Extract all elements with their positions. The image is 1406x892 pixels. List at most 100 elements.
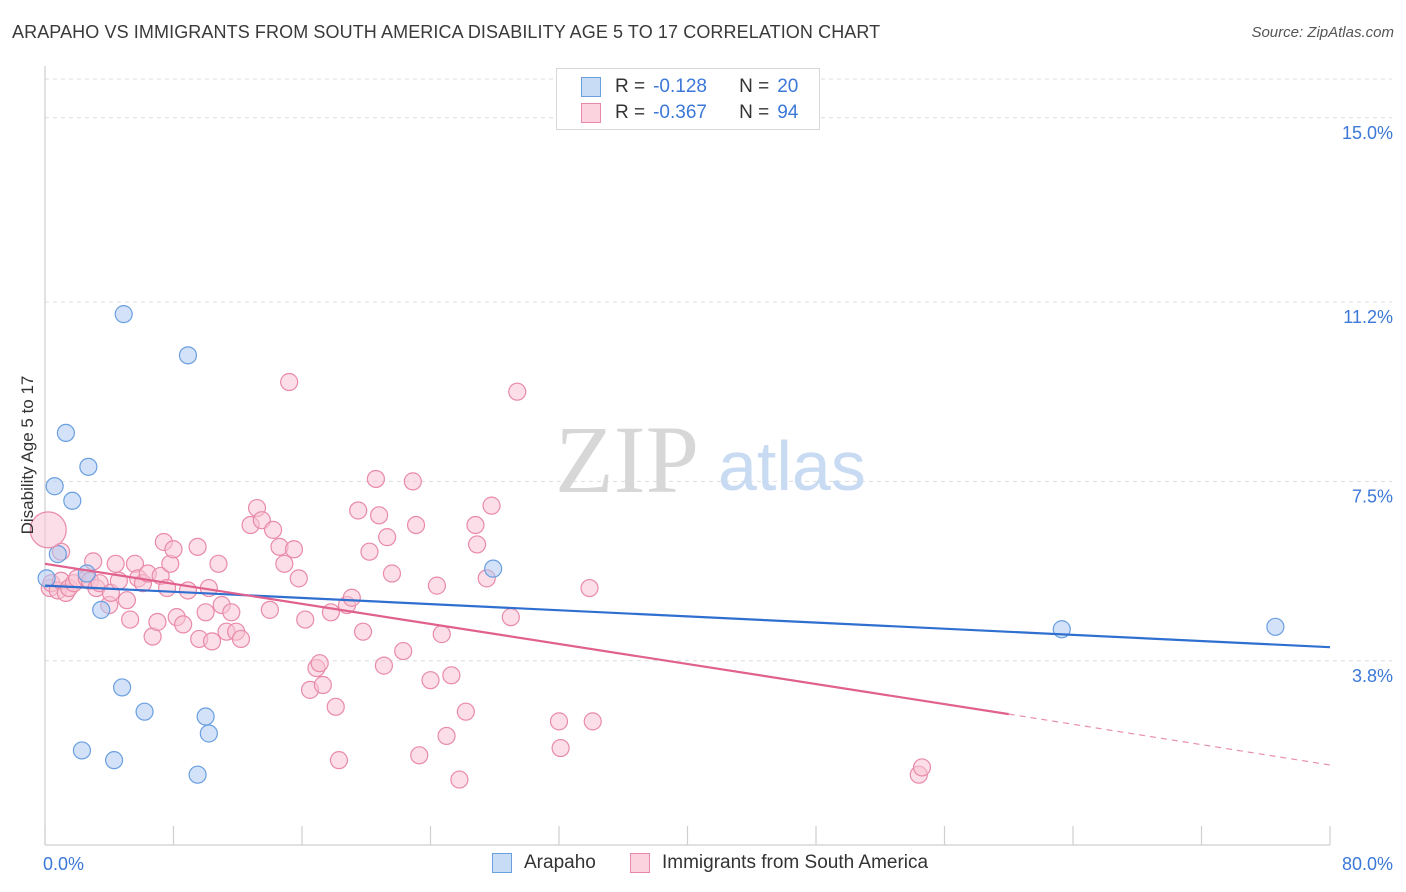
legend-r-value: -0.367 — [653, 102, 707, 123]
point-immigrants — [148, 612, 167, 632]
legend-row-arapaho: R = -0.128 N = 20 — [581, 75, 798, 99]
point-immigrants — [394, 641, 413, 661]
correlation-legend: R = -0.128 N = 20 R = -0.367 N = 94 — [556, 68, 820, 130]
point-immigrants — [410, 746, 429, 765]
point-immigrants — [275, 554, 294, 573]
chart-title: ARAPAHO VS IMMIGRANTS FROM SOUTH AMERICA… — [12, 22, 881, 42]
point-arapaho — [135, 702, 154, 721]
point-immigrants — [370, 506, 389, 525]
point-immigrants — [427, 576, 447, 595]
point-immigrants — [231, 629, 251, 649]
legend-item-arapaho: Arapaho — [492, 852, 596, 874]
point-immigrants — [466, 515, 485, 535]
trendline-immigrants — [44, 562, 1009, 716]
point-immigrants — [549, 712, 569, 731]
point-immigrants — [164, 540, 183, 559]
point-immigrants — [209, 554, 228, 573]
point-immigrants — [310, 654, 329, 673]
point-arapaho — [112, 678, 132, 697]
point-immigrants-cluster — [29, 511, 67, 549]
point-arapaho — [45, 477, 64, 496]
source-label: Source: ZipAtlas.com — [1251, 24, 1394, 41]
y-tick-label: 11.2% — [1343, 307, 1393, 327]
point-arapaho — [79, 457, 98, 476]
y-tick-label: 7.5% — [1352, 486, 1393, 506]
point-arapaho — [178, 346, 198, 365]
legend-n-value: 94 — [777, 102, 799, 123]
point-immigrants — [508, 382, 527, 401]
point-immigrants — [406, 515, 426, 535]
point-immigrants — [260, 600, 279, 619]
trendline-arapaho — [44, 584, 1331, 649]
legend-r-label: R = — [615, 76, 646, 97]
tick-labels: 3.8% 7.5% 11.2% 15.0% 0.0% 80.0% — [43, 123, 1393, 874]
axes — [44, 66, 1331, 846]
point-arapaho — [1266, 617, 1285, 636]
point-arapaho — [188, 765, 207, 784]
point-arapaho — [77, 564, 96, 583]
point-immigrants — [289, 569, 308, 588]
legend-label-immigrants: Immigrants from South America — [662, 852, 929, 873]
point-immigrants — [360, 542, 379, 561]
legend-n-label: N = — [739, 102, 770, 123]
point-immigrants — [329, 751, 349, 770]
point-immigrants — [313, 675, 332, 695]
point-arapaho — [37, 569, 56, 588]
y-axis-label: Disability Age 5 to 17 — [18, 375, 37, 535]
point-immigrants — [222, 603, 241, 622]
data-points — [29, 305, 1285, 789]
legend-r-label: R = — [615, 102, 646, 123]
legend-item-immigrants: Immigrants from South America — [630, 852, 928, 874]
y-tick-label: 15.0% — [1342, 123, 1393, 143]
point-immigrants — [456, 702, 475, 721]
point-arapaho — [199, 724, 218, 743]
point-arapaho — [92, 600, 111, 619]
point-immigrants — [280, 372, 299, 392]
point-immigrants — [467, 535, 487, 554]
trendline-immigrants-extrapolated — [1008, 713, 1331, 766]
point-immigrants — [583, 712, 602, 731]
legend-label-arapaho: Arapaho — [524, 852, 596, 873]
point-arapaho — [484, 559, 503, 578]
trend-lines — [44, 562, 1331, 766]
point-immigrants — [263, 520, 283, 539]
legend-n-value: 20 — [777, 76, 799, 97]
point-immigrants — [196, 603, 215, 622]
point-immigrants — [117, 591, 137, 610]
point-arapaho — [56, 423, 75, 443]
point-immigrants — [326, 697, 345, 716]
legend-r-value: -0.128 — [653, 76, 707, 97]
point-immigrants — [106, 554, 125, 573]
point-immigrants — [174, 615, 193, 634]
watermark-atlas: atlas — [718, 427, 866, 505]
x-tick-label-max: 80.0% — [1342, 854, 1393, 874]
point-arapaho — [48, 545, 67, 564]
point-immigrants — [501, 608, 520, 627]
point-arapaho — [72, 741, 92, 760]
point-immigrants — [580, 578, 599, 598]
watermark: ZIP atlas — [555, 406, 866, 513]
point-immigrants — [378, 528, 397, 547]
x-tick-label-min: 0.0% — [43, 854, 84, 874]
point-immigrants — [353, 622, 373, 641]
point-immigrants — [551, 738, 570, 758]
point-immigrants — [188, 537, 207, 556]
point-immigrants — [442, 666, 461, 685]
grid-lines — [45, 78, 1392, 662]
point-immigrants — [284, 540, 304, 559]
point-immigrants — [121, 610, 140, 629]
point-immigrants — [421, 671, 440, 690]
legend-swatch-blue — [492, 853, 512, 873]
point-immigrants — [403, 472, 422, 491]
point-immigrants — [450, 770, 469, 789]
legend-swatch-pink — [630, 853, 650, 873]
point-immigrants — [912, 758, 932, 777]
watermark-zip: ZIP — [555, 406, 699, 513]
point-immigrants — [349, 501, 368, 520]
point-immigrants — [296, 610, 315, 629]
legend-swatch-blue — [581, 77, 601, 97]
point-immigrants — [202, 632, 222, 651]
point-arapaho — [114, 305, 133, 324]
point-arapaho — [63, 491, 82, 510]
point-immigrants — [437, 726, 456, 746]
